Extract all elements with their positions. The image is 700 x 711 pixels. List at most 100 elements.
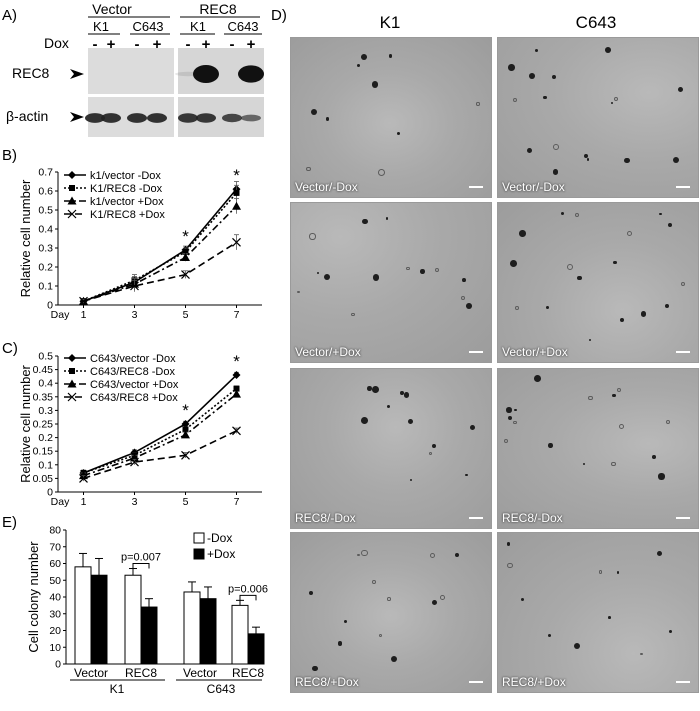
- colony: [552, 75, 557, 80]
- dox-sign-3: -: [135, 36, 140, 53]
- colony: [391, 655, 398, 662]
- dox-sign-6: +: [202, 36, 211, 53]
- colony: [667, 222, 673, 227]
- bar: [231, 604, 249, 665]
- x-tick-label: 3: [132, 496, 138, 508]
- x-tick-label: 1: [81, 309, 87, 321]
- series-line-4: [83, 241, 237, 302]
- legend-entry-2: C643/REC8 -Dox: [90, 366, 175, 378]
- category-label: Vector: [183, 666, 217, 680]
- data-point: [130, 281, 139, 291]
- y-tick-label: 50: [49, 575, 61, 587]
- series-line-1: [83, 374, 238, 474]
- data-point: [232, 389, 241, 398]
- colony: [476, 102, 480, 106]
- y-tick-label: 0: [47, 487, 53, 499]
- significance-star: *: [233, 166, 240, 185]
- actin-band-lane-2: [101, 113, 121, 123]
- y-tick-label: 0.25: [33, 419, 54, 431]
- y-tick-label: 0.4: [38, 378, 53, 390]
- colony: [577, 275, 582, 281]
- y-tick-label: 0.3: [38, 243, 53, 255]
- line-label-c643-vector: C643: [132, 19, 163, 34]
- x-axis-prefix: Day: [51, 496, 70, 508]
- group-label-rec8: REC8: [199, 1, 237, 17]
- colony: [639, 652, 643, 656]
- legend-entry: +Dox: [207, 547, 235, 561]
- y-tick-label: 0.1: [38, 281, 53, 293]
- data-point: [79, 296, 88, 306]
- y-tick-label: 0.45: [33, 364, 54, 376]
- colony: [513, 421, 517, 425]
- rec8-band-lane-6: [193, 65, 219, 83]
- colony: [515, 306, 519, 310]
- category-label: Vector: [74, 666, 108, 680]
- colony: [598, 570, 603, 575]
- colony: [469, 425, 475, 431]
- colony: [553, 144, 559, 151]
- scale-bar: [676, 186, 690, 188]
- panel-c-label: C): [2, 340, 18, 357]
- actin-band-lane-1: [85, 113, 105, 123]
- colony: [420, 269, 425, 274]
- y-tick-label: 10: [49, 642, 61, 654]
- colony: [297, 290, 300, 294]
- colony: [512, 98, 517, 103]
- data-point: [182, 248, 189, 255]
- data-point: [181, 253, 190, 261]
- colony: [378, 633, 383, 638]
- scale-bar: [469, 351, 483, 353]
- colony: [309, 233, 316, 240]
- bar: [247, 633, 265, 665]
- bar: [90, 574, 108, 665]
- colony: [387, 597, 392, 601]
- colony: [588, 338, 592, 341]
- colony: [582, 462, 586, 466]
- blot-rec8-vector: [88, 48, 174, 94]
- line-label-c643-rec8: C643: [227, 19, 258, 34]
- legend-marker: [67, 379, 77, 388]
- colony: [548, 443, 553, 448]
- colony: [429, 552, 435, 558]
- y-tick-label: 30: [49, 608, 61, 620]
- scale-bar: [469, 186, 483, 188]
- significance-star: *: [233, 352, 240, 371]
- colony: [360, 54, 367, 61]
- panel-a-label: A): [2, 7, 17, 24]
- micrograph-c643-4: REC8/+Dox: [497, 532, 699, 693]
- data-point: [181, 430, 190, 439]
- colony: [306, 167, 311, 172]
- colony: [362, 219, 368, 225]
- micrograph-k1-4: REC8/+Dox: [290, 532, 492, 693]
- micrograph-c643-1: Vector/-Dox: [497, 37, 699, 198]
- colony: [613, 260, 617, 265]
- dox-sign-5: -: [186, 36, 191, 53]
- colony: [657, 551, 663, 557]
- actin-band-lane-3: [127, 113, 147, 123]
- y-tick-label: 60: [49, 558, 61, 570]
- y-tick-label: 20: [49, 625, 61, 637]
- y-tick-label: 0.35: [33, 391, 54, 403]
- colony: [372, 274, 380, 282]
- colony: [604, 47, 611, 53]
- colony: [640, 311, 646, 317]
- legend-entry-1: k1/vector -Dox: [90, 170, 161, 182]
- colony: [312, 665, 318, 672]
- y-tick-label: 40: [49, 592, 61, 604]
- panel-e-label: E): [2, 514, 17, 531]
- micrograph-c643-2: Vector/+Dox: [497, 202, 699, 363]
- scale-bar: [676, 351, 690, 353]
- legend-entry-4: K1/REC8 +Dox: [90, 209, 165, 221]
- x-tick-label: 7: [234, 496, 240, 508]
- y-tick-label: 0.15: [33, 446, 54, 458]
- actin-band-lane-5: [178, 113, 198, 123]
- panel-e: E) 0 10 20 30 40 50 60 70 80 Cell colony number Ve…: [2, 514, 268, 696]
- micrograph-label: Vector/+Dox: [502, 345, 568, 359]
- line-label-k1-vector: K1: [93, 19, 109, 34]
- y-tick-label: 0.05: [33, 473, 54, 485]
- colony: [613, 96, 619, 101]
- x-tick-label: 3: [132, 309, 138, 321]
- colony: [573, 642, 581, 649]
- data-point: [233, 385, 240, 392]
- data-point: [232, 201, 241, 210]
